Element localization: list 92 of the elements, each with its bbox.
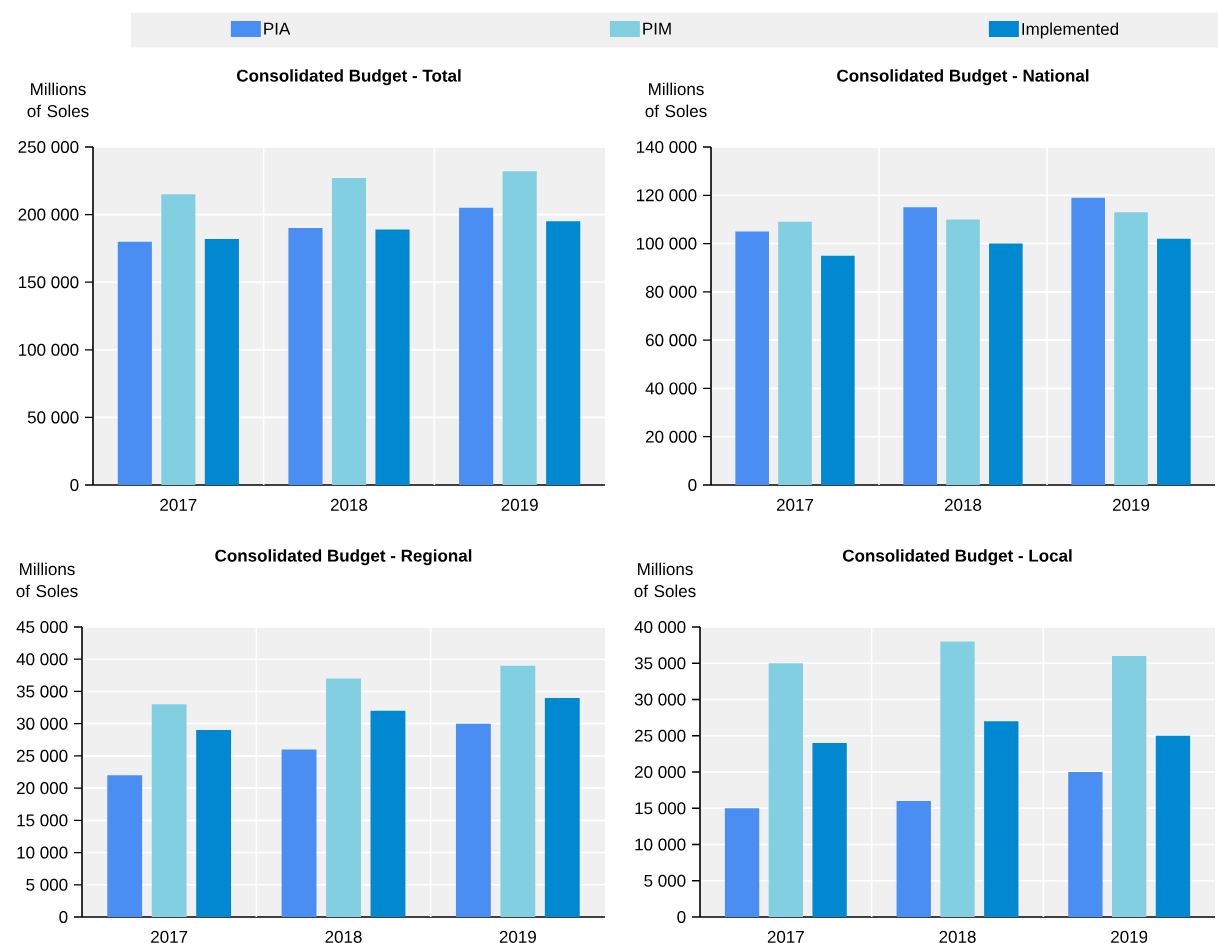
bar — [735, 231, 769, 485]
bar — [896, 801, 931, 917]
bar — [326, 678, 361, 917]
x-tick-label: 2018 — [944, 498, 982, 511]
bar — [500, 665, 536, 917]
y-tick-label: 5 000 — [26, 878, 68, 891]
y-tick-label: 140 000 — [636, 140, 697, 154]
y-tick-label: 0 — [688, 478, 697, 492]
x-tick-label: 2018 — [939, 930, 976, 943]
y-tick-label: 45 000 — [16, 620, 68, 634]
y-axis-title: Millions of Soles — [16, 562, 78, 598]
x-tick-label: 2017 — [151, 930, 188, 943]
y-tick-label: 250 000 — [18, 140, 79, 154]
x-tick-label: 2019 — [1111, 930, 1148, 943]
legend-label: PIM — [643, 22, 671, 35]
x-tick-label: 2019 — [499, 930, 536, 943]
y-axis-title: Millions of Soles — [645, 82, 707, 118]
bar — [1068, 772, 1103, 917]
bar — [768, 663, 804, 917]
bar — [1112, 656, 1147, 917]
y-tick-label: 150 000 — [18, 276, 79, 289]
y-axis-title: Millions of Soles — [27, 82, 89, 118]
y-tick-label: 25 000 — [635, 729, 686, 742]
bar — [1157, 238, 1191, 485]
y-tick-label: 10 000 — [17, 846, 68, 859]
bar — [107, 775, 143, 917]
y-tick-label: 20 000 — [646, 430, 697, 443]
x-tick-label: 2019 — [501, 498, 538, 511]
bar — [502, 171, 537, 485]
bar — [989, 243, 1023, 485]
chart-title: Consolidated Budget - Regional — [215, 549, 472, 566]
y-tick-label: 100 000 — [636, 237, 697, 250]
y-tick-label: 30 000 — [16, 717, 68, 730]
bar — [331, 178, 367, 485]
y-tick-label: 0 — [70, 478, 79, 492]
y-tick-label: 10 000 — [635, 838, 686, 851]
bar — [288, 228, 323, 485]
bar — [940, 641, 975, 917]
y-tick-label: 100 000 — [18, 343, 79, 356]
y-tick-label: 60 000 — [646, 334, 697, 347]
bar — [117, 241, 152, 485]
bar — [544, 697, 580, 917]
bar — [1155, 735, 1191, 917]
y-tick-label: 80 000 — [645, 285, 697, 298]
chart-title: Consolidated Budget - National — [837, 69, 1089, 86]
bar — [204, 238, 239, 485]
y-tick-label: 30 000 — [634, 693, 686, 706]
bar — [455, 723, 491, 917]
y-tick-label: 0 — [59, 910, 68, 924]
bar — [281, 749, 317, 917]
bar — [821, 255, 855, 485]
x-tick-label: 2017 — [160, 498, 197, 511]
bar — [459, 207, 494, 485]
bar — [903, 207, 937, 485]
x-tick-label: 2017 — [776, 498, 814, 511]
bar — [724, 808, 760, 917]
chart-title: Consolidated Budget - Local — [842, 549, 1072, 566]
y-tick-label: 25 000 — [17, 749, 68, 762]
y-tick-label: 35 000 — [16, 685, 68, 698]
x-tick-label: 2017 — [767, 930, 804, 943]
y-tick-label: 15 000 — [635, 802, 686, 815]
y-tick-label: 35 000 — [634, 657, 686, 670]
x-tick-label: 2018 — [325, 930, 362, 943]
bar — [161, 194, 196, 485]
y-tick-label: 0 — [677, 910, 686, 924]
y-tick-label: 120 000 — [636, 189, 697, 202]
bar — [1071, 197, 1105, 485]
y-axis-title: Millions of Soles — [634, 562, 696, 598]
y-tick-label: 200 000 — [18, 208, 79, 221]
legend-label: Implemented — [1022, 22, 1119, 39]
bar — [546, 221, 581, 485]
y-tick-label: 40 000 — [16, 653, 68, 666]
bar — [196, 730, 232, 917]
y-tick-label: 20 000 — [17, 782, 68, 795]
bar — [812, 743, 847, 917]
bar — [151, 704, 187, 917]
bar — [375, 229, 410, 485]
x-tick-label: 2019 — [1112, 498, 1150, 511]
bar — [778, 221, 812, 485]
y-tick-label: 40 000 — [634, 620, 686, 634]
bar — [370, 710, 406, 917]
y-tick-label: 5 000 — [644, 874, 686, 887]
chart-title: Consolidated Budget - Total — [237, 69, 461, 86]
x-tick-label: 2018 — [330, 498, 368, 511]
bar — [946, 219, 980, 485]
y-tick-label: 50 000 — [27, 411, 79, 424]
bar — [1114, 212, 1148, 485]
y-tick-label: 40 000 — [645, 382, 697, 395]
legend-label: PIA — [264, 22, 291, 35]
bar — [984, 721, 1019, 917]
y-tick-label: 15 000 — [17, 814, 68, 827]
y-tick-label: 20 000 — [635, 765, 686, 779]
